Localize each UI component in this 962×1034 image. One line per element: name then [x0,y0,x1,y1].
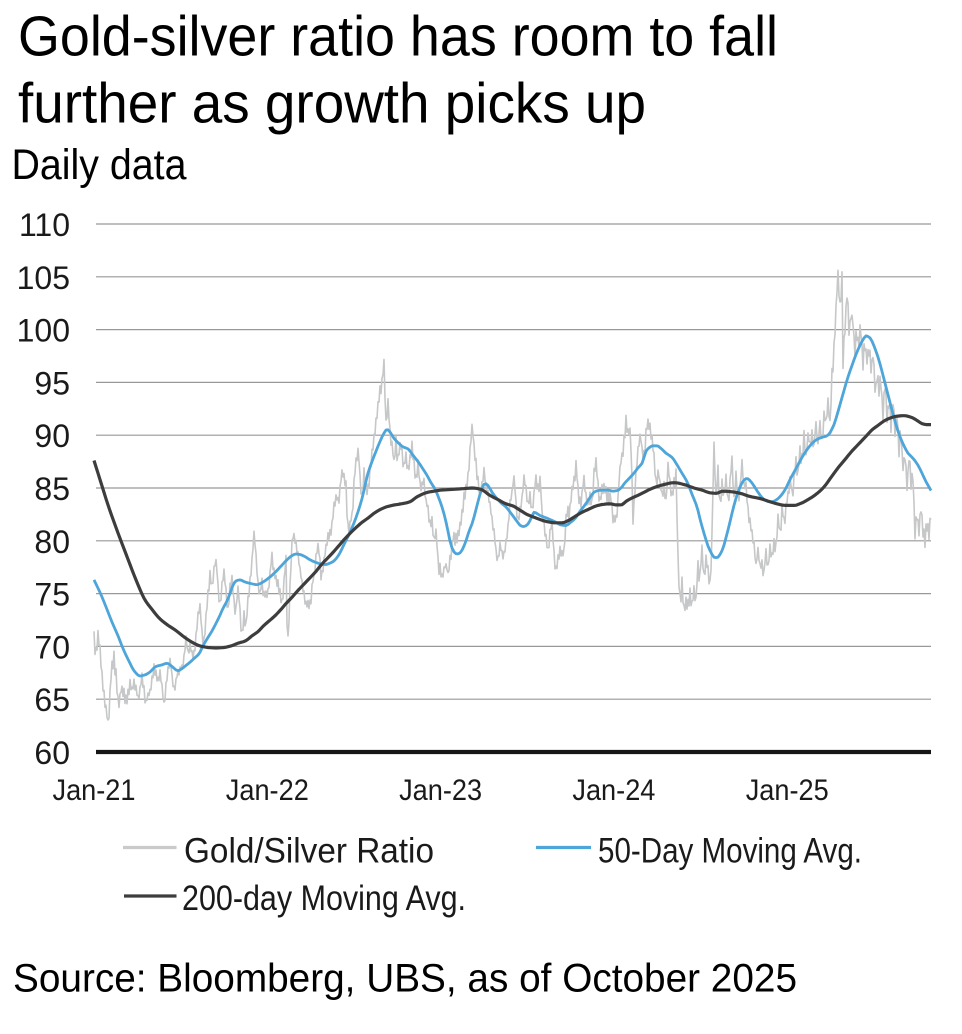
svg-text:Gold/Silver Ratio: Gold/Silver Ratio [184,832,434,871]
svg-text:50-Day Moving Avg.: 50-Day Moving Avg. [598,832,862,871]
svg-text:105: 105 [17,260,70,296]
svg-text:110: 110 [19,207,70,243]
svg-text:further as growth picks up: further as growth picks up [18,72,646,136]
svg-text:Gold-silver ratio has room to: Gold-silver ratio has room to fall [18,5,778,69]
svg-text:90: 90 [34,418,70,454]
svg-text:Jan-23: Jan-23 [399,774,482,807]
svg-text:Jan-22: Jan-22 [226,774,309,807]
svg-text:Jan-25: Jan-25 [746,774,829,807]
svg-text:85: 85 [34,471,70,507]
svg-text:75: 75 [34,577,70,613]
svg-text:Jan-24: Jan-24 [572,774,655,807]
svg-text:80: 80 [34,524,70,560]
svg-text:200-day Moving Avg.: 200-day Moving Avg. [182,879,466,918]
svg-text:Jan-21: Jan-21 [53,774,136,807]
svg-text:100: 100 [17,313,70,349]
svg-text:60: 60 [34,735,70,771]
svg-text:Daily data: Daily data [12,141,187,189]
svg-text:Source: Bloomberg, UBS, as of: Source: Bloomberg, UBS, as of October 20… [13,957,797,1001]
svg-text:70: 70 [34,629,70,665]
svg-text:65: 65 [34,682,70,718]
svg-text:95: 95 [34,365,70,401]
